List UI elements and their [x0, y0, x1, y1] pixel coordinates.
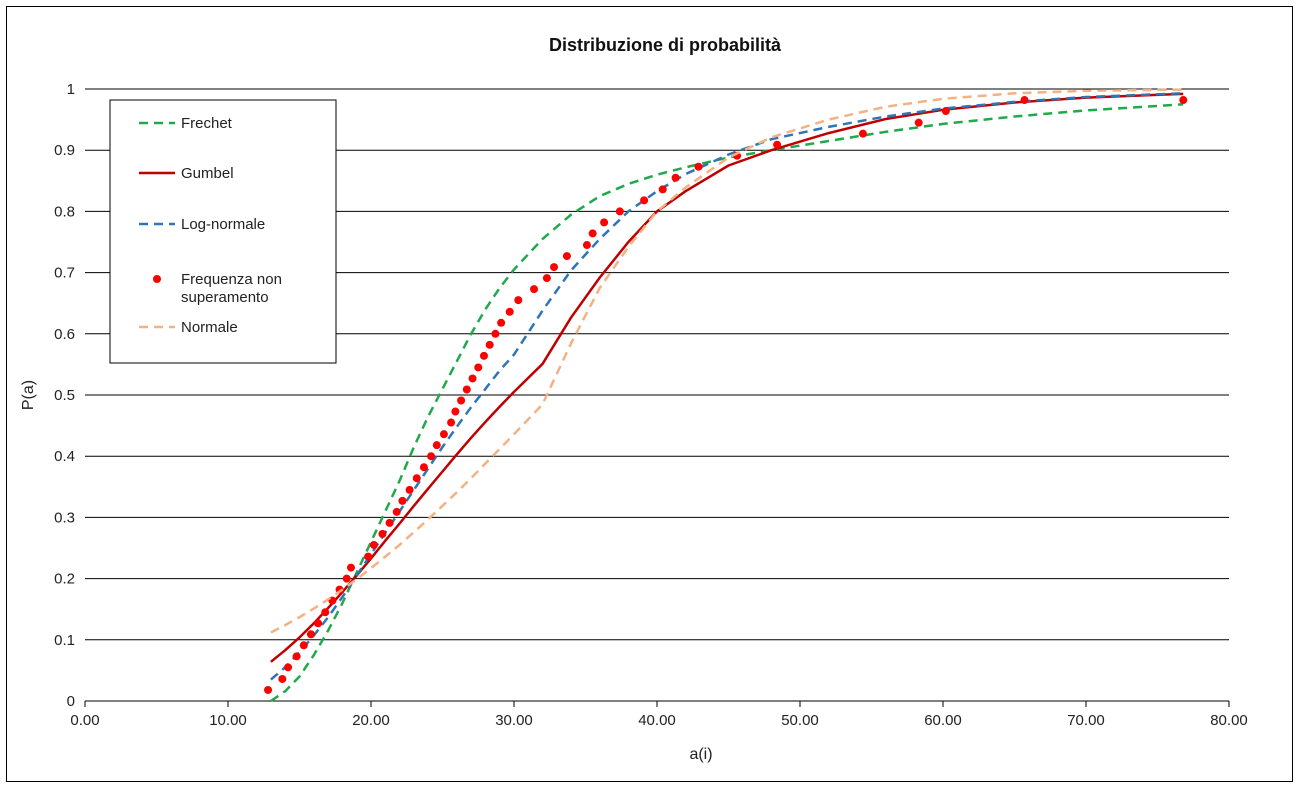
- data-point: [582, 241, 591, 250]
- data-point: [773, 140, 782, 149]
- x-tick-label: 10.00: [209, 712, 247, 729]
- data-point: [514, 296, 523, 305]
- y-tick-label: 0.2: [54, 571, 75, 588]
- legend-label-frequenza-non-superamento: superamento: [181, 289, 269, 306]
- data-point: [378, 529, 387, 538]
- legend-label-frequenza-non-superamento: Frequenza non: [181, 271, 282, 288]
- axes: 00.10.20.30.40.50.60.70.80.910.00 10.00 20…: [54, 81, 1248, 729]
- series-normale-line: [270, 88, 1184, 634]
- y-tick-label: 0.3: [54, 509, 75, 526]
- data-point: [439, 430, 448, 439]
- x-axis-title: a(i): [689, 746, 712, 763]
- data-point: [284, 663, 293, 672]
- data-point: [468, 374, 477, 383]
- data-point: [462, 385, 471, 394]
- data-point: [474, 363, 483, 372]
- data-point: [640, 196, 649, 205]
- x-tick-label: 50.00: [781, 712, 819, 729]
- data-point: [314, 619, 323, 628]
- data-point: [412, 474, 421, 483]
- series-gumbel-line: [270, 92, 1184, 663]
- y-tick-label: 0.4: [54, 448, 75, 465]
- data-point: [1020, 96, 1029, 105]
- y-tick-label: 0.8: [54, 203, 75, 220]
- data-point: [491, 329, 500, 338]
- data-point: [432, 441, 441, 450]
- legend: Frechet Gumbel Log-normale Frequenza nonsup…: [109, 99, 337, 364]
- data-point: [615, 207, 624, 216]
- legend-label-log-normale: Log-normale: [181, 216, 265, 233]
- data-point: [451, 407, 460, 416]
- data-point: [550, 263, 559, 272]
- data-point: [562, 252, 571, 261]
- series-log-normale-line: [270, 92, 1184, 681]
- data-point: [497, 318, 506, 327]
- x-tick-label: 0.00: [70, 712, 99, 729]
- series-layer: [264, 88, 1188, 703]
- data-point: [542, 274, 551, 283]
- data-point: [505, 307, 514, 316]
- x-tick-label: 30.00: [495, 712, 533, 729]
- series-frechet-line: [270, 103, 1184, 703]
- data-point: [694, 162, 703, 171]
- chart-frame: Distribuzione di probabilità 0 0.1 0.2 0.3 0…: [6, 6, 1293, 782]
- data-point: [671, 173, 680, 182]
- data-point: [264, 685, 273, 694]
- data-point: [457, 396, 466, 405]
- y-axis-title: P(a): [20, 380, 37, 410]
- data-point: [299, 641, 308, 650]
- legend-marker-frequenza-non-superamento: [153, 275, 161, 283]
- data-point: [369, 540, 378, 549]
- x-tick-label: 80.00: [1210, 712, 1248, 729]
- data-point: [1179, 96, 1188, 105]
- y-tick-label: 0: [67, 693, 75, 710]
- legend-box: [109, 99, 337, 364]
- data-point: [600, 218, 609, 227]
- data-point: [392, 507, 401, 516]
- data-point: [364, 552, 373, 561]
- data-point: [479, 351, 488, 360]
- legend-label-gumbel: Gumbel: [181, 165, 234, 182]
- x-tick-label: 40.00: [638, 712, 676, 729]
- probability-chart: Distribuzione di probabilità 0 0.1 0.2 0.3 0…: [20, 35, 1248, 763]
- x-tick-label: 60.00: [924, 712, 962, 729]
- data-point: [306, 630, 315, 639]
- data-point: [588, 229, 597, 238]
- y-tick-label: 0.7: [54, 265, 75, 282]
- data-point: [658, 185, 667, 194]
- data-point: [405, 485, 414, 494]
- data-point: [941, 107, 950, 116]
- data-point: [914, 118, 923, 127]
- data-point: [427, 452, 436, 461]
- legend-label-frechet: Frechet: [181, 115, 233, 132]
- data-point: [292, 652, 301, 661]
- legend-label-normale: Normale: [181, 319, 238, 336]
- data-point: [346, 563, 355, 572]
- x-tick-label: 70.00: [1067, 712, 1105, 729]
- data-point: [485, 340, 494, 349]
- data-point: [398, 496, 407, 505]
- series-frequenza-non-superamento: [264, 96, 1188, 694]
- y-tick-label: 1: [67, 81, 75, 98]
- data-point: [530, 285, 539, 294]
- data-point: [321, 608, 330, 617]
- y-tick-label: 0.5: [54, 387, 75, 404]
- data-point: [419, 463, 428, 472]
- y-tick-label: 0.9: [54, 142, 75, 159]
- data-point: [858, 129, 867, 138]
- data-point: [447, 418, 456, 427]
- data-point: [278, 674, 287, 683]
- chart-title: Distribuzione di probabilità: [549, 35, 782, 55]
- y-tick-label: 0.1: [54, 632, 75, 649]
- data-point: [342, 574, 351, 583]
- y-tick-label: 0.6: [54, 326, 75, 343]
- x-tick-label: 20.00: [352, 712, 390, 729]
- data-point: [385, 518, 394, 527]
